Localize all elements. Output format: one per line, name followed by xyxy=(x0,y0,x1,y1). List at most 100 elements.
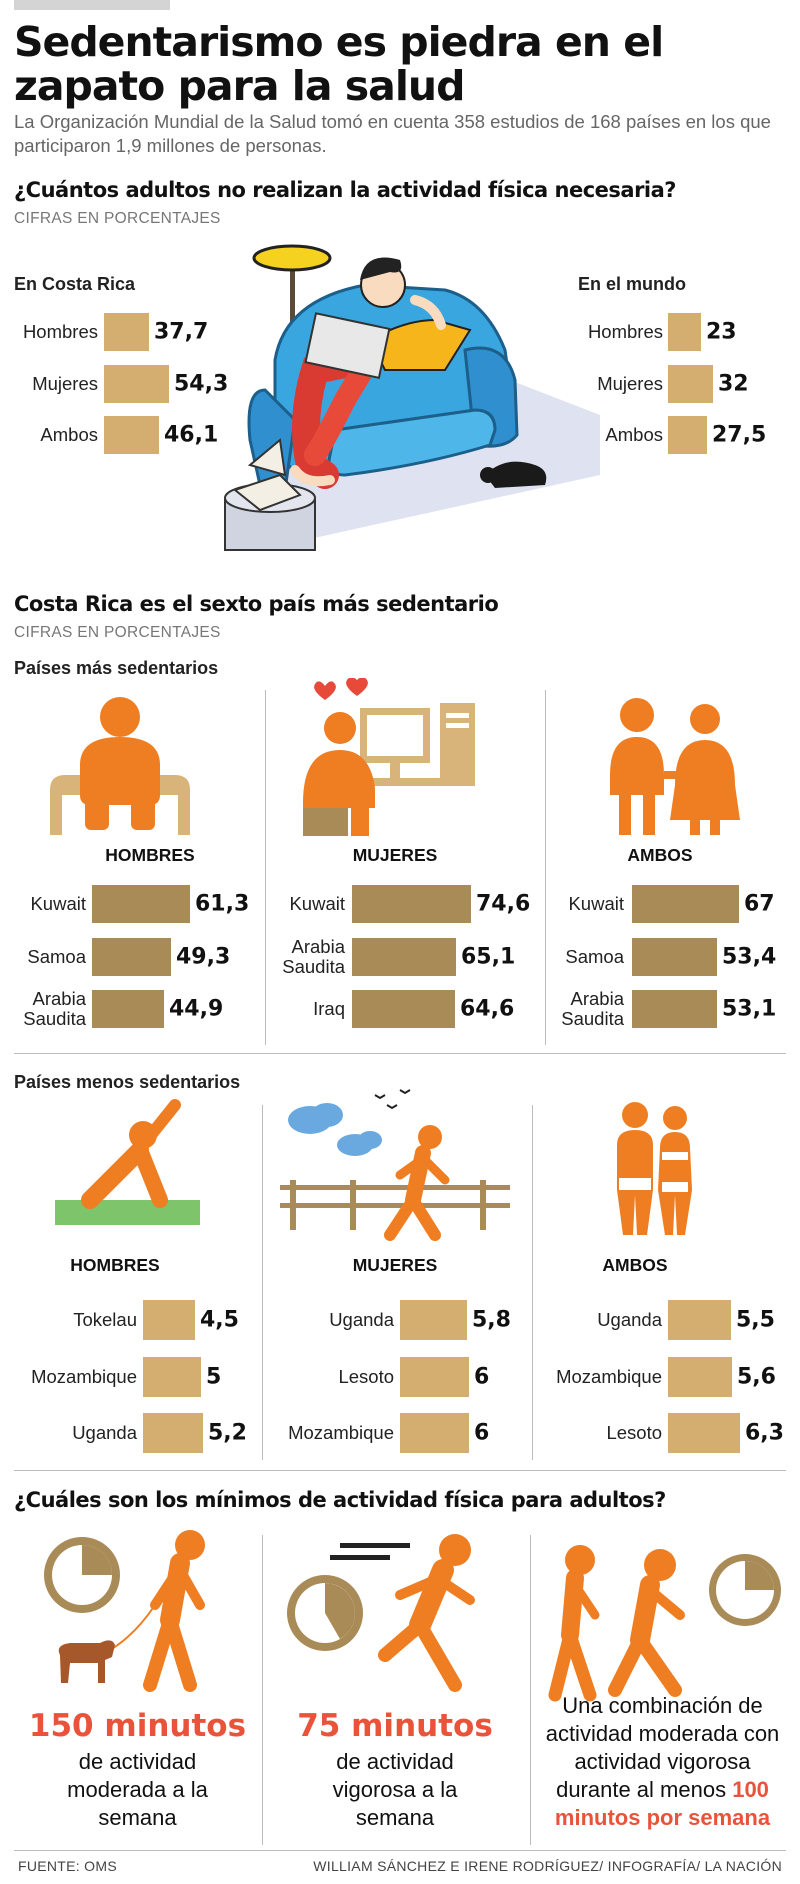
bar xyxy=(352,938,456,976)
bar-label: Mujeres xyxy=(32,373,98,394)
bar xyxy=(104,416,159,454)
bar-label: Arabia Saudita xyxy=(23,988,86,1029)
least-col-both-head: AMBOS xyxy=(602,1255,668,1275)
bar-value-label: 61,3 xyxy=(195,891,250,917)
bar-label: Hombres xyxy=(587,321,663,342)
woman-computer-icon xyxy=(303,678,475,836)
footer-divider xyxy=(14,1850,786,1851)
bar-value-label: 53,1 xyxy=(722,996,777,1022)
section2-title: Costa Rica es el sexto país más sedentar… xyxy=(14,592,499,616)
column-divider xyxy=(262,1535,263,1845)
bar-value-label: 74,6 xyxy=(476,891,531,917)
bar xyxy=(632,990,717,1028)
bar-value-label: 64,6 xyxy=(460,996,515,1022)
col3-highlight: 100 minutos por semana xyxy=(554,1777,771,1830)
bar xyxy=(143,1357,201,1397)
bar-value-label: 5,8 xyxy=(472,1307,511,1333)
bar xyxy=(143,1300,195,1340)
clock-runner-icon xyxy=(287,1534,475,1692)
bar-label: Lesoto xyxy=(338,1366,394,1387)
intro-text: La Organización Mundial de la Salud tomó… xyxy=(14,111,771,156)
bar xyxy=(668,1300,731,1340)
clock-walk-run-icon xyxy=(548,1545,781,1702)
woman-running-icon xyxy=(280,1089,510,1241)
bar xyxy=(400,1300,467,1340)
col1-minutes: 150 minutos xyxy=(28,1708,247,1744)
footer-credits: WILLIAM SÁNCHEZ E IRENE RODRÍGUEZ/ INFOG… xyxy=(313,1858,782,1874)
bar xyxy=(92,885,190,923)
bar xyxy=(400,1413,469,1453)
bar-label: Mujeres xyxy=(597,373,663,394)
most-col-women-head: MUJERES xyxy=(352,845,438,865)
bar-label: Uganda xyxy=(597,1309,662,1330)
bar xyxy=(92,938,171,976)
bar-label: Hombres xyxy=(22,321,98,342)
least-col-men-head: HOMBRES xyxy=(70,1255,160,1275)
bar-label: Uganda xyxy=(72,1422,137,1443)
most-col-both-head: AMBOS xyxy=(627,845,693,865)
bar-value-label: 67 xyxy=(744,891,775,917)
bar xyxy=(632,938,717,976)
column-divider xyxy=(530,1535,531,1845)
footer-source: FUENTE: OMS xyxy=(18,1858,117,1874)
bar-value-label: 37,7 xyxy=(154,319,209,345)
bar-value-label: 32 xyxy=(718,371,749,397)
bar xyxy=(668,1357,732,1397)
bar-label: Kuwait xyxy=(289,893,345,914)
bar-label: Mozambique xyxy=(31,1366,137,1387)
bar xyxy=(668,365,713,403)
bar xyxy=(104,365,169,403)
bar-label: Ambos xyxy=(40,424,98,445)
bar-value-label: 5 xyxy=(206,1364,222,1390)
costa-rica-label: En Costa Rica xyxy=(14,274,136,294)
col2-minutes: 75 minutos xyxy=(297,1708,493,1744)
bar xyxy=(400,1357,469,1397)
section1-subtitle: CIFRAS EN PORCENTAJES xyxy=(14,210,221,227)
section1-title: ¿Cuántos adultos no realizan la activida… xyxy=(14,178,676,202)
bar-value-label: 23 xyxy=(706,319,737,345)
most-sedentary-label: Países más sedentarios xyxy=(14,658,219,678)
bar-value-label: 65,1 xyxy=(461,944,516,970)
section2-subtitle: CIFRAS EN PORCENTAJES xyxy=(14,624,221,641)
column-divider xyxy=(265,690,266,1045)
bar-label: Lesoto xyxy=(606,1422,662,1443)
world-label: En el mundo xyxy=(578,274,686,294)
bar-label: Arabia Saudita xyxy=(282,936,345,977)
bar-label: Uganda xyxy=(329,1309,394,1330)
column-divider xyxy=(545,690,546,1045)
section-divider xyxy=(14,1053,786,1054)
bar xyxy=(668,313,701,351)
bar-value-label: 49,3 xyxy=(176,944,231,970)
bar-label: Ambos xyxy=(605,424,663,445)
bar xyxy=(143,1413,203,1453)
top-accent-bar xyxy=(14,0,170,10)
bar-label: Samoa xyxy=(565,946,624,967)
column-divider xyxy=(262,1105,263,1460)
bar-label: Samoa xyxy=(27,946,86,967)
bar-label: Iraq xyxy=(313,998,345,1019)
bar-value-label: 54,3 xyxy=(174,371,229,397)
bar-label: Mozambique xyxy=(288,1422,394,1443)
col3-description: Una combinación de actividad moderada co… xyxy=(540,1692,785,1832)
bar-label: Arabia Saudita xyxy=(561,988,624,1029)
bar xyxy=(632,885,739,923)
least-col-women-head: MUJERES xyxy=(352,1255,438,1275)
bar-label: Tokelau xyxy=(73,1309,137,1330)
sofa-illustration xyxy=(224,244,600,551)
bar xyxy=(92,990,164,1028)
bar-label: Mozambique xyxy=(556,1366,662,1387)
bar-value-label: 4,5 xyxy=(200,1307,239,1333)
bar-value-label: 6 xyxy=(474,1364,490,1390)
bar-label: Kuwait xyxy=(30,893,86,914)
page-title: Sedentarismo es piedra en el zapato para… xyxy=(14,18,664,110)
bar xyxy=(352,990,455,1028)
man-sitting-icon xyxy=(50,697,190,835)
bar xyxy=(104,313,149,351)
least-sedentary-label: Países menos sedentarios xyxy=(14,1072,241,1092)
bar-value-label: 6 xyxy=(474,1420,490,1446)
couple-swimwear-icon xyxy=(617,1102,692,1235)
clock-dog-walk-icon xyxy=(44,1530,205,1692)
column-divider xyxy=(532,1105,533,1460)
bar-label: Kuwait xyxy=(568,893,624,914)
couple-icon xyxy=(610,698,740,835)
